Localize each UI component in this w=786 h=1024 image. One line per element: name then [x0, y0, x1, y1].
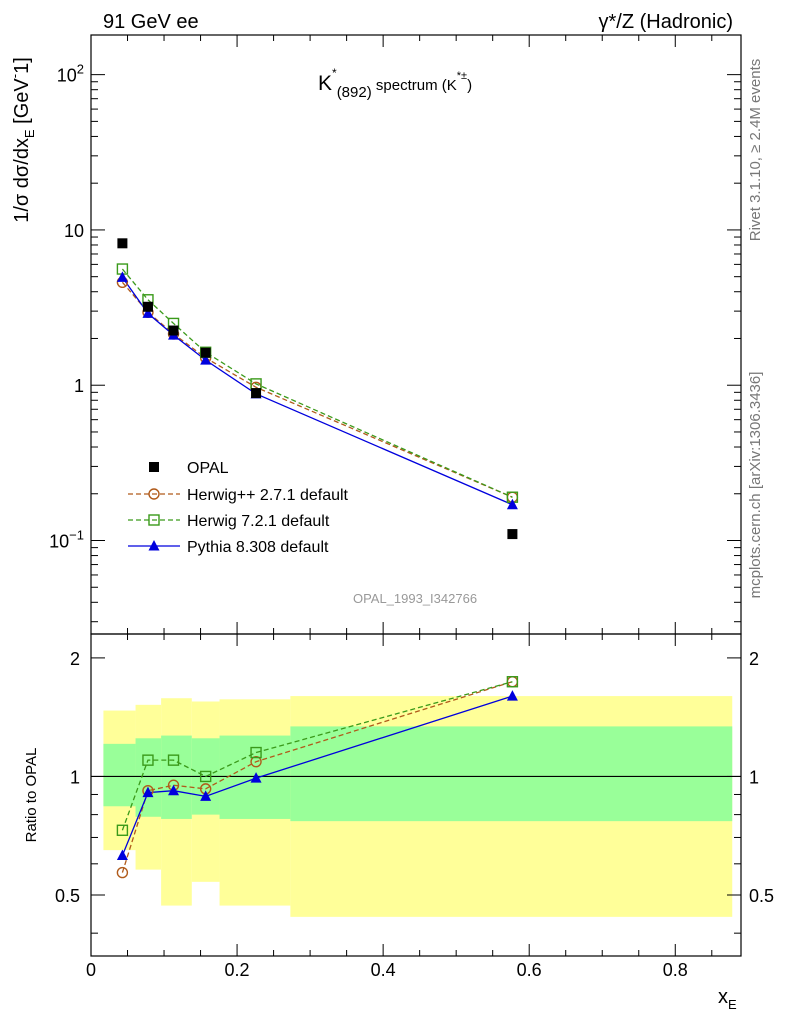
y-tick-label: 10: [64, 221, 84, 241]
ratio-tick-label-right: 0.5: [749, 886, 774, 906]
series-line-2: [121, 268, 513, 498]
data-point: [200, 347, 211, 358]
legend-label-opal: OPAL: [187, 460, 229, 477]
legend-label-1: Herwig++ 2.7.1 default: [187, 487, 349, 504]
x-tick-label: 0.2: [225, 960, 250, 980]
y-tick-label: 1: [74, 376, 84, 396]
x-axis-label: xE: [718, 986, 737, 1012]
rivet-label: Rivet 3.1.10, ≥ 2.4M events: [747, 59, 764, 242]
ratio-3-point: [168, 784, 180, 796]
ratio-tick-label-right: 2: [749, 649, 759, 669]
ratio-line-2: [121, 681, 513, 831]
inner-error-band: [135, 738, 162, 817]
legend-marker-opal: [149, 462, 159, 472]
header-right: γ*/Z (Hadronic): [599, 11, 733, 33]
ratio-tick-label-left: 0.5: [55, 886, 80, 906]
ratio-tick-label-left: 2: [70, 649, 80, 669]
data-point: [251, 388, 262, 399]
y-tick-label: 102: [57, 62, 84, 86]
data-point: [507, 529, 518, 540]
ratio-2-point: [250, 746, 262, 759]
x-tick-label: 0: [86, 960, 96, 980]
ratio-2-point: [116, 824, 129, 836]
ratio-2-point: [142, 754, 154, 766]
ratio-1-point: [250, 756, 262, 768]
ratio-1-point: [116, 866, 129, 879]
ratio-2-point: [167, 754, 180, 766]
ratio-y-axis-label: Ratio to OPAL: [23, 748, 40, 843]
ratio-2-point: [199, 770, 212, 783]
x-tick-label: 0.6: [517, 960, 542, 980]
legend-marker-2: [148, 514, 160, 526]
legend-marker-3: [148, 540, 160, 551]
legend-label-3: Pythia 8.308 default: [187, 539, 329, 556]
series-line-3: [121, 276, 513, 506]
inner-error-band: [290, 726, 733, 822]
ratio-tick-label-left: 1: [70, 767, 80, 787]
x-tick-label: 0.8: [663, 960, 688, 980]
mcplots-label: mcplots.cern.ch [arXiv:1306.3436]: [747, 372, 764, 599]
chart-title: K*(892) spectrum (K*±): [318, 66, 472, 101]
series-3-point: [116, 271, 128, 282]
plot-layers: 0 0.2 0.4 0.6 0.8 10−1 1 10 102 0.5 0.5 1 1 2 2 OPAL Her…: [49, 34, 774, 980]
ratio-3-point: [142, 786, 154, 798]
ratio-line-3: [121, 695, 513, 856]
inner-error-band: [161, 735, 192, 819]
y-axis-label: 1/σ dσ/dxE [GeV-1]: [7, 57, 37, 223]
ratio-3-point: [116, 849, 128, 860]
ratio-3-point: [250, 772, 262, 783]
series-3-point: [142, 307, 154, 318]
ratio-line-1: [121, 681, 513, 873]
data-point: [168, 325, 179, 336]
analysis-tag: OPAL_1993_I342766: [353, 591, 477, 606]
header-left: 91 GeV ee: [103, 11, 199, 33]
y-tick-label: 10−1: [49, 528, 84, 552]
data-point: [142, 301, 153, 312]
series-line-1: [121, 281, 513, 498]
data-point: [117, 238, 128, 249]
legend-label-2: Herwig 7.2.1 default: [187, 513, 330, 530]
ratio-3-point: [200, 790, 212, 801]
ratio-tick-label-right: 1: [749, 767, 759, 787]
inner-error-band: [103, 743, 136, 807]
series-3-point: [200, 354, 212, 365]
x-tick-label: 0.4: [371, 960, 396, 980]
ratio-frame: [90, 633, 742, 957]
series-3-point: [506, 498, 518, 510]
ratio-3-point: [506, 690, 518, 701]
ratio-2-point: [506, 676, 519, 688]
legend-marker-1: [148, 488, 160, 500]
